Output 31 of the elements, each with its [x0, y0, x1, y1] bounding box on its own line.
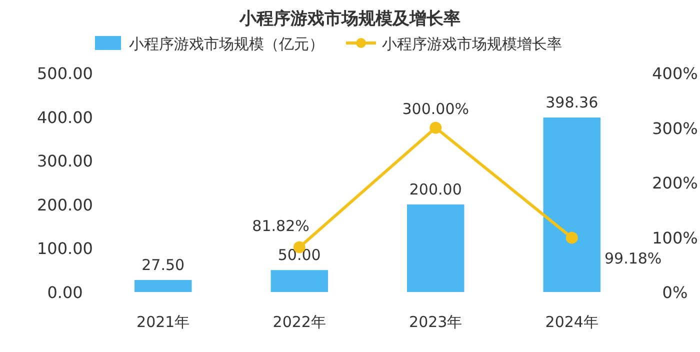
legend-label: 小程序游戏市场规模增长率 [382, 35, 562, 53]
data-label: 398.36 [546, 94, 598, 112]
y2-tick-label: 200% [652, 174, 698, 192]
x-tick-label: 2023年 [409, 313, 462, 331]
x-tick-label: 2024年 [545, 313, 598, 331]
data-label: 300.00% [402, 100, 469, 118]
data-label: 27.50 [142, 256, 185, 274]
x-tick-label: 2022年 [272, 313, 326, 331]
point [430, 122, 442, 134]
y-tick-label: 500.00 [37, 64, 93, 83]
y2-tick-label: 300% [652, 118, 698, 138]
y2-tick-label: 100% [652, 228, 698, 248]
bar [543, 118, 600, 292]
y-tick-label: 200.00 [37, 195, 93, 214]
y-tick-label: 300.00 [37, 152, 93, 171]
bar [270, 270, 328, 292]
point [566, 232, 578, 244]
chart-title: 小程序游戏市场规模及增长率 [238, 9, 460, 29]
legend-label: 小程序游戏市场规模（亿元） [129, 35, 324, 53]
data-label: 200.00 [409, 180, 462, 198]
data-label: 50.00 [278, 246, 321, 264]
y-tick-label: 0.00 [47, 283, 83, 302]
y-tick-label: 400.00 [37, 108, 93, 127]
y2-tick-label: 400% [652, 64, 698, 83]
data-label: 99.18% [604, 250, 662, 268]
bar [134, 280, 192, 292]
data-label: 81.82% [252, 217, 310, 236]
y2-tick-label: 0% [662, 283, 688, 302]
x-tick-label: 2021年 [136, 313, 190, 331]
bar [407, 204, 464, 292]
y-tick-label: 100.00 [37, 239, 93, 258]
